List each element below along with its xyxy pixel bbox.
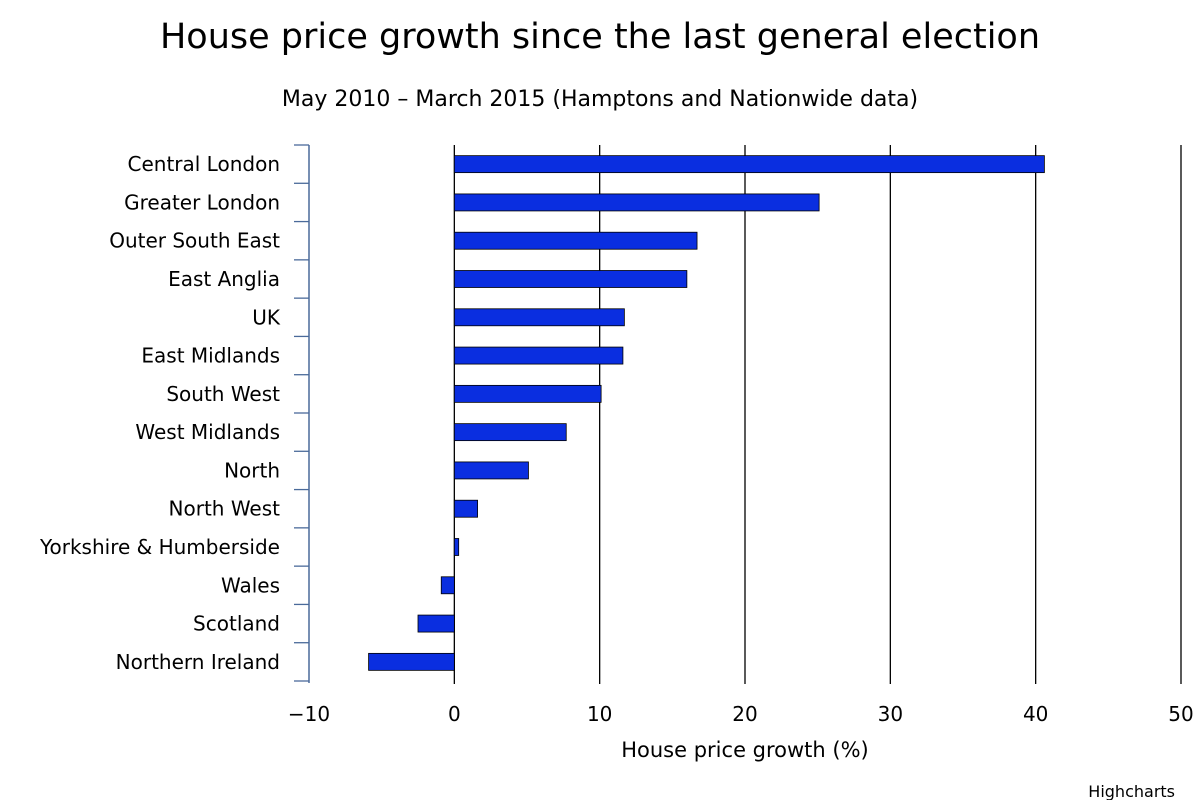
x-axis-title: House price growth (%) — [621, 738, 869, 762]
x-axis-tick-labels: −10 0 10 20 30 40 50 — [288, 702, 1194, 726]
category-label: Scotland — [193, 612, 280, 636]
bar-scotland[interactable] — [417, 614, 455, 633]
bar-outer-south-east[interactable] — [453, 231, 698, 250]
x-tick-label: −10 — [288, 702, 330, 726]
x-tick-label: 0 — [448, 702, 461, 726]
category-label: West Midlands — [135, 420, 280, 444]
x-tick-label: 10 — [587, 702, 612, 726]
category-label: Outer South East — [109, 229, 280, 253]
highcharts-credit[interactable]: Highcharts — [1088, 782, 1175, 800]
bar-east-midlands[interactable] — [453, 346, 624, 365]
bar-uk[interactable] — [453, 308, 625, 327]
x-tick-label: 40 — [1023, 702, 1048, 726]
y-axis-category-labels: Central London Greater London Outer South … — [39, 152, 281, 674]
bar-south-west[interactable] — [453, 384, 602, 403]
bar-east-anglia[interactable] — [453, 270, 688, 288]
x-tick-label: 20 — [732, 702, 757, 726]
category-label: Yorkshire & Humberside — [39, 535, 280, 559]
category-label: East Anglia — [168, 267, 280, 291]
x-tick-label: 30 — [878, 702, 903, 726]
category-label: UK — [252, 305, 281, 329]
category-label: East Midlands — [141, 344, 280, 368]
x-tick-label: 50 — [1168, 702, 1193, 726]
bar-central-london[interactable] — [453, 155, 1045, 174]
y-axis — [294, 144, 310, 683]
bar-wales[interactable] — [440, 576, 455, 595]
grid-lines — [453, 145, 1182, 684]
bar-northern-ireland[interactable] — [368, 652, 455, 671]
category-label: Central London — [128, 152, 281, 176]
category-label: North West — [169, 497, 281, 521]
chart-subtitle: May 2010 – March 2015 (Hamptons and Nati… — [282, 87, 918, 112]
bar-north-west[interactable] — [453, 499, 478, 518]
category-label: South West — [166, 382, 280, 406]
chart-title: House price growth since the last genera… — [160, 17, 1040, 57]
bar-yorkshire-humberside[interactable] — [453, 538, 460, 556]
bar-west-midlands[interactable] — [453, 423, 567, 442]
bar-greater-london[interactable] — [453, 193, 820, 212]
category-label: Wales — [221, 573, 280, 597]
bar-north[interactable] — [453, 461, 529, 480]
category-label: Northern Ireland — [116, 650, 280, 674]
bar-series — [368, 155, 1045, 671]
category-label: North — [224, 458, 280, 482]
category-label: Greater London — [124, 190, 280, 214]
